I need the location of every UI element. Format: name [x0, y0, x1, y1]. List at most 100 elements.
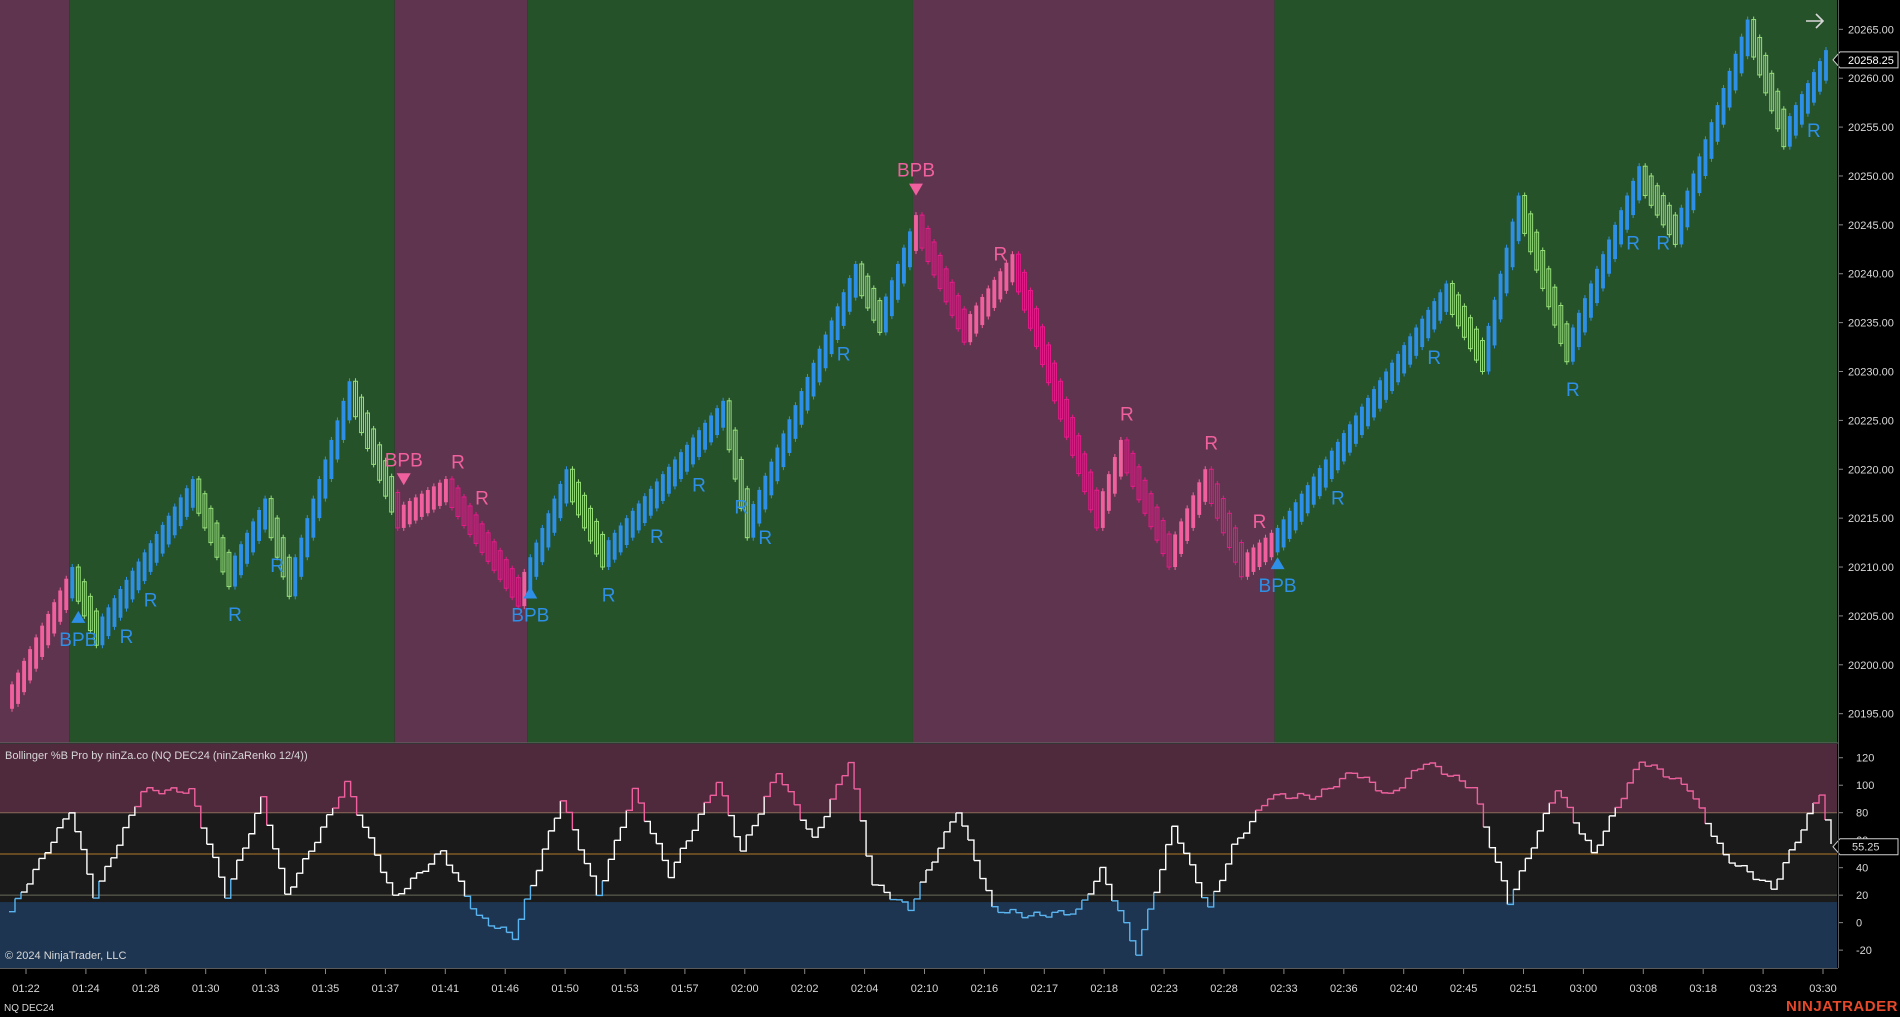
renko-bar[interactable]	[401, 504, 406, 528]
renko-bar[interactable]	[1016, 253, 1021, 293]
renko-bar[interactable]	[811, 362, 816, 397]
renko-bar[interactable]	[449, 478, 455, 509]
price-renko-bars[interactable]	[10, 16, 1828, 712]
renko-bar[interactable]	[214, 522, 220, 558]
renko-bar[interactable]	[166, 515, 171, 545]
renko-bar[interactable]	[1540, 250, 1546, 289]
renko-bar[interactable]	[1251, 547, 1256, 572]
renko-bar[interactable]	[877, 300, 883, 333]
renko-bar[interactable]	[883, 296, 888, 333]
renko-bar[interactable]	[1582, 298, 1587, 333]
renko-bar[interactable]	[1004, 262, 1009, 291]
renko-bar[interactable]	[715, 408, 720, 436]
renko-bar[interactable]	[1637, 166, 1642, 201]
renko-bar[interactable]	[1197, 482, 1202, 515]
renko-bar[interactable]	[835, 306, 840, 340]
renko-bar[interactable]	[1214, 483, 1220, 519]
renko-bar[interactable]	[763, 475, 768, 510]
renko-bar[interactable]	[805, 376, 810, 411]
renko-bar[interactable]	[998, 271, 1003, 300]
renko-bar[interactable]	[1793, 105, 1798, 136]
renko-bar[interactable]	[1232, 527, 1238, 563]
renko-bar[interactable]	[1666, 204, 1672, 236]
renko-bar[interactable]	[1510, 221, 1515, 268]
renko-bar[interactable]	[1353, 415, 1358, 444]
renko-bar[interactable]	[672, 459, 677, 487]
renko-bar[interactable]	[1504, 247, 1509, 294]
renko-bar[interactable]	[775, 447, 780, 482]
renko-bar[interactable]	[1769, 72, 1775, 112]
renko-bar[interactable]	[1715, 105, 1720, 142]
renko-bar[interactable]	[968, 314, 973, 343]
renko-bar[interactable]	[437, 482, 442, 506]
renko-bar[interactable]	[546, 513, 551, 548]
renko-bar[interactable]	[558, 483, 563, 519]
renko-bar[interactable]	[34, 637, 39, 669]
renko-bar[interactable]	[425, 490, 430, 514]
renko-bar[interactable]	[732, 429, 738, 480]
renko-bar[interactable]	[1281, 519, 1286, 548]
renko-bar[interactable]	[654, 481, 659, 509]
renko-bar[interactable]	[1697, 156, 1702, 194]
renko-bar[interactable]	[1257, 542, 1262, 568]
renko-bar[interactable]	[154, 534, 159, 563]
renko-bar[interactable]	[1691, 173, 1696, 211]
renko-bar[interactable]	[46, 613, 51, 646]
renko-bar[interactable]	[1522, 195, 1528, 234]
renko-bar[interactable]	[1173, 534, 1178, 568]
renko-bar[interactable]	[1372, 389, 1376, 418]
renko-bar[interactable]	[1444, 283, 1449, 312]
renko-bar[interactable]	[1052, 362, 1058, 402]
renko-bar[interactable]	[75, 566, 81, 602]
renko-bar[interactable]	[1576, 312, 1581, 348]
renko-bar[interactable]	[1293, 502, 1298, 531]
renko-bar[interactable]	[534, 542, 539, 577]
renko-bar[interactable]	[1034, 308, 1039, 347]
renko-bar[interactable]	[1106, 474, 1111, 511]
renko-bar[interactable]	[274, 517, 280, 558]
renko-bar[interactable]	[1347, 424, 1352, 453]
renko-bar[interactable]	[1130, 452, 1136, 487]
renko-bar[interactable]	[1625, 195, 1630, 230]
renko-bar[interactable]	[540, 527, 545, 563]
renko-bar[interactable]	[1402, 345, 1407, 374]
renko-bar[interactable]	[1589, 283, 1593, 318]
renko-bar[interactable]	[1094, 489, 1100, 529]
renko-bar[interactable]	[974, 305, 979, 334]
renko-bar[interactable]	[1455, 294, 1461, 327]
renko-bar[interactable]	[178, 497, 183, 527]
renko-bar[interactable]	[160, 524, 165, 554]
renko-bar[interactable]	[413, 497, 418, 521]
renko-bar[interactable]	[1438, 292, 1443, 321]
renko-bar[interactable]	[1516, 195, 1521, 242]
arrow-right-icon[interactable]	[1806, 13, 1825, 29]
renko-bar[interactable]	[329, 439, 334, 480]
renko-bar[interactable]	[793, 405, 798, 439]
renko-bar[interactable]	[1136, 466, 1142, 501]
renko-bar[interactable]	[1787, 116, 1792, 147]
renko-bar[interactable]	[263, 498, 268, 530]
renko-bar[interactable]	[136, 561, 141, 591]
renko-bar[interactable]	[1775, 90, 1781, 130]
renko-bar[interactable]	[986, 288, 991, 317]
renko-bar[interactable]	[1118, 439, 1123, 477]
renko-bar[interactable]	[148, 543, 153, 572]
renko-bar[interactable]	[1179, 521, 1184, 554]
renko-bar[interactable]	[1100, 491, 1105, 528]
renko-bar[interactable]	[1088, 471, 1094, 511]
renko-bar[interactable]	[1323, 459, 1328, 488]
renko-bar[interactable]	[142, 552, 147, 582]
renko-bar[interactable]	[1148, 493, 1154, 528]
renko-bar[interactable]	[251, 521, 256, 553]
renko-bar[interactable]	[1631, 180, 1636, 216]
renko-bar[interactable]	[257, 509, 262, 541]
renko-bar[interactable]	[1818, 61, 1822, 92]
renko-bar[interactable]	[1679, 207, 1684, 245]
renko-bar[interactable]	[389, 476, 395, 513]
renko-bar[interactable]	[1751, 19, 1757, 58]
renko-bar[interactable]	[16, 672, 20, 704]
renko-bar[interactable]	[467, 505, 473, 535]
renko-bar[interactable]	[648, 488, 653, 516]
renko-bar[interactable]	[1739, 36, 1744, 74]
renko-bar[interactable]	[1654, 185, 1660, 216]
